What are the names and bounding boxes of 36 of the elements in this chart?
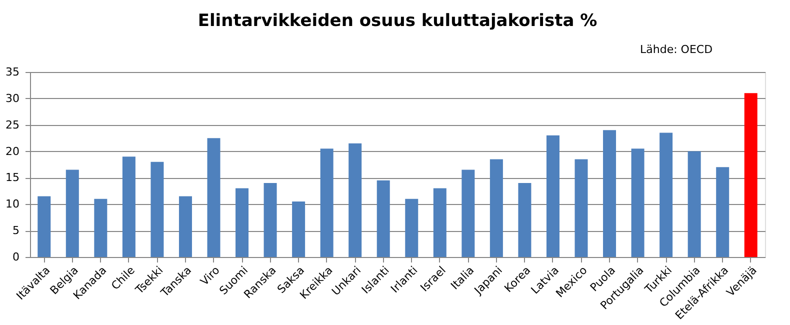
bar bbox=[546, 135, 560, 257]
bar bbox=[376, 180, 390, 257]
bar bbox=[264, 183, 277, 257]
bar bbox=[433, 188, 446, 257]
bar bbox=[405, 198, 418, 257]
y-tick-label: 15 bbox=[6, 171, 20, 184]
bar bbox=[631, 148, 644, 257]
bar bbox=[660, 132, 673, 257]
bar bbox=[462, 170, 475, 257]
bar bbox=[66, 170, 79, 257]
bar bbox=[207, 138, 220, 257]
bar bbox=[122, 156, 136, 257]
y-tick-label: 25 bbox=[6, 118, 20, 132]
y-tick-label: 35 bbox=[6, 66, 20, 78]
bar bbox=[150, 162, 164, 257]
bar bbox=[178, 196, 192, 257]
y-tick-label: 20 bbox=[6, 144, 20, 158]
text: Lähde: OECD bbox=[640, 43, 713, 56]
y-tick-label: 10 bbox=[6, 198, 20, 211]
bar bbox=[292, 202, 306, 257]
bar bbox=[348, 143, 362, 257]
bar bbox=[490, 159, 503, 257]
chart-title: Elintarvikkeiden osuus kuluttajakorista % bbox=[198, 11, 598, 31]
bar bbox=[320, 148, 334, 257]
bar bbox=[688, 151, 701, 257]
bar bbox=[236, 188, 249, 257]
bar bbox=[38, 196, 51, 257]
bar bbox=[744, 93, 758, 257]
bar bbox=[716, 167, 730, 257]
y-tick-label: 30 bbox=[6, 92, 20, 105]
bar bbox=[518, 183, 532, 257]
bar bbox=[574, 159, 588, 257]
y-tick-label: 0 bbox=[12, 250, 20, 264]
bar bbox=[603, 130, 616, 257]
y-tick-label: 5 bbox=[12, 224, 20, 238]
bar bbox=[94, 198, 108, 257]
